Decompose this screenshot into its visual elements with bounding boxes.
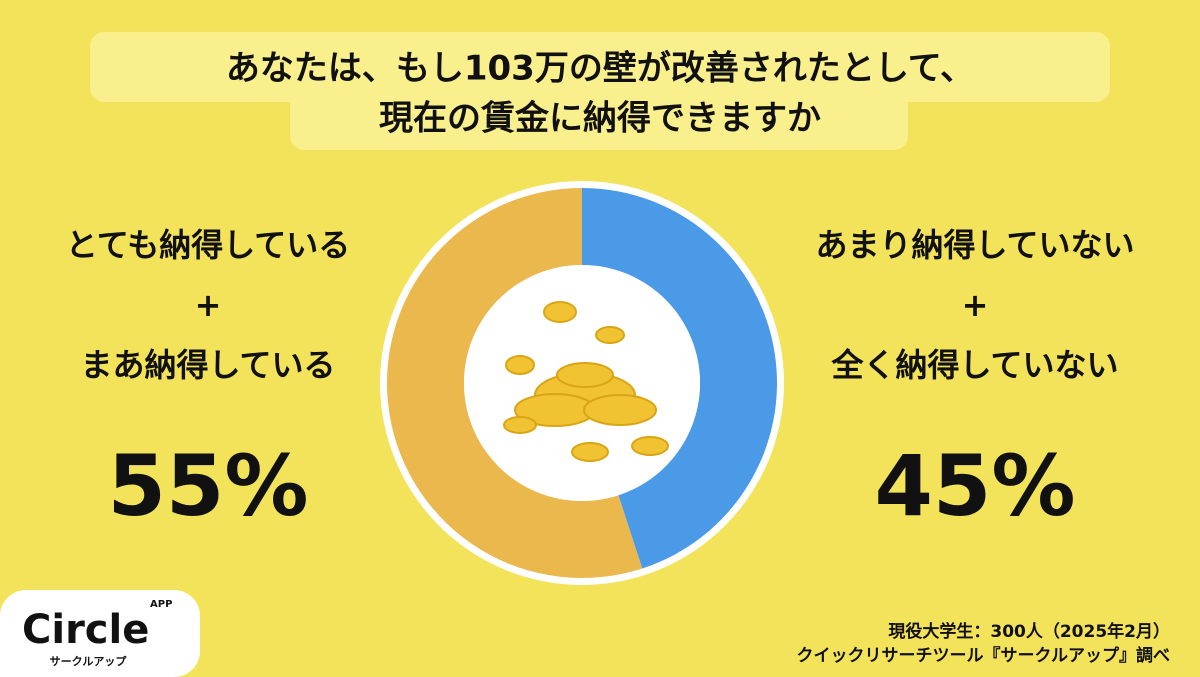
value-label: 55% (107, 437, 308, 535)
slice-label: + (962, 286, 989, 324)
title-band (290, 92, 908, 150)
logo-badge: APP (150, 599, 172, 610)
slice-label: 全く納得していない (830, 346, 1118, 384)
title-band (90, 32, 1110, 102)
donut-slice (387, 188, 643, 578)
slice-label: あまり納得していない (815, 226, 1134, 264)
chart-title: あなたは、もし103万の壁が改善されたとして、 (226, 49, 974, 89)
logo: Circle (22, 607, 149, 653)
logo-kana: サークルアップ (50, 654, 128, 668)
donut-slice (582, 188, 777, 569)
slice-label: とても納得している (66, 226, 350, 264)
value-label: 45% (874, 437, 1075, 535)
footnote: クイックリサーチツール『サークルアップ』調べ (797, 645, 1171, 666)
donut (387, 188, 777, 578)
slice-label: まあ納得している (80, 346, 335, 384)
coins-illustration (503, 301, 669, 462)
chart-title: 現在の賃金に納得できますか (379, 99, 821, 139)
logo-panel (0, 620, 60, 677)
slice-label: + (195, 286, 222, 324)
footnote: 現役大学生：300人（2025年2月） (888, 621, 1170, 642)
